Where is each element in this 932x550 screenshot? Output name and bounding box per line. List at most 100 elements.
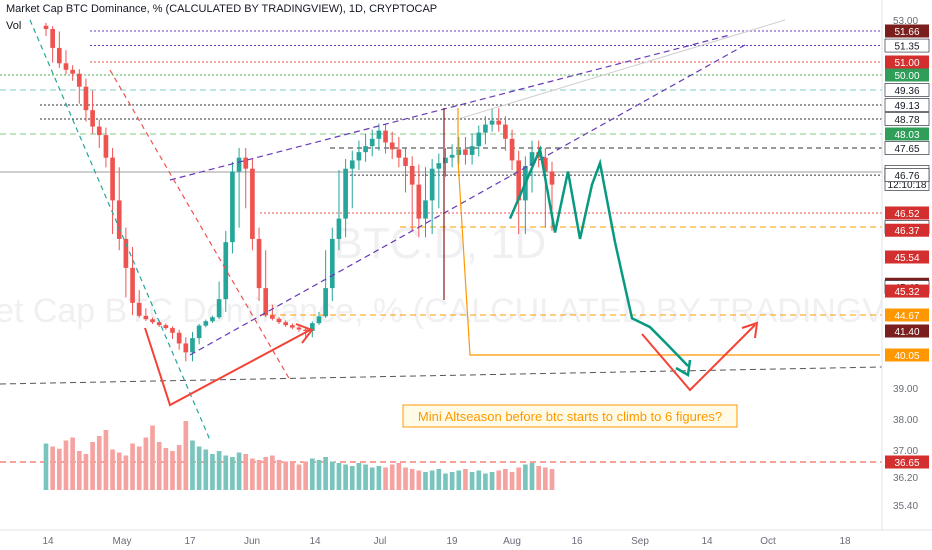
volume-bar bbox=[63, 440, 69, 490]
volume-bar bbox=[170, 451, 175, 490]
volume-bar bbox=[309, 458, 315, 490]
time-axis-bg bbox=[0, 530, 932, 550]
volume-bar bbox=[369, 467, 375, 490]
candle-body bbox=[309, 323, 315, 331]
y-tick-label: 38.00 bbox=[893, 415, 918, 426]
candle-body bbox=[290, 325, 295, 328]
candle-body bbox=[270, 315, 275, 319]
volume-bar bbox=[403, 467, 408, 490]
volume-bar bbox=[176, 445, 182, 490]
volume-bar bbox=[296, 464, 302, 490]
volume-bar bbox=[483, 473, 488, 490]
svg-text:12:10:18: 12:10:18 bbox=[888, 180, 927, 191]
svg-text:48.03: 48.03 bbox=[894, 130, 919, 141]
price-label-45.32: 45.32 bbox=[885, 284, 929, 298]
volume-bar bbox=[316, 460, 322, 490]
candle-body bbox=[403, 157, 408, 166]
volume-bar bbox=[336, 463, 342, 490]
volume-bar bbox=[196, 446, 202, 490]
volume-bar bbox=[349, 466, 355, 490]
x-tick-label: May bbox=[113, 536, 132, 547]
candle-body bbox=[396, 149, 402, 158]
candle-body bbox=[263, 288, 269, 316]
watermark-symbol: BTC.D, 1D bbox=[334, 219, 547, 268]
x-tick-label: 17 bbox=[184, 536, 196, 547]
red-arrow-left bbox=[144, 327, 311, 407]
x-tick-label: Aug bbox=[503, 536, 521, 547]
volume-bar bbox=[423, 472, 428, 490]
volume-bar bbox=[536, 466, 542, 490]
candle-body bbox=[496, 120, 502, 125]
annotation-callout: Mini Altseason before btc starts to clim… bbox=[402, 404, 738, 428]
candle-body bbox=[423, 200, 428, 219]
volume-bar bbox=[283, 461, 289, 490]
candle-body bbox=[130, 267, 135, 303]
x-tick-label: Sep bbox=[631, 536, 649, 547]
volume-bar bbox=[376, 466, 382, 490]
candle-body bbox=[296, 327, 302, 330]
candle-body bbox=[56, 47, 62, 64]
price-label-51.00: 51.00 bbox=[885, 55, 929, 69]
candle-body bbox=[469, 146, 475, 155]
candle-body bbox=[443, 157, 448, 164]
price-label-46.76: 46.76 bbox=[884, 168, 930, 182]
candle-body bbox=[376, 130, 382, 139]
candle-body bbox=[316, 316, 322, 324]
price-label-45.54: 45.54 bbox=[885, 250, 929, 264]
volume-bar bbox=[76, 451, 82, 490]
red-arrowhead-right bbox=[741, 321, 759, 339]
candle-body bbox=[50, 29, 55, 48]
x-tick-label: 18 bbox=[839, 536, 851, 547]
candle-body bbox=[429, 168, 435, 201]
candle-body bbox=[549, 171, 555, 185]
price-label-50.00: 50.00 bbox=[885, 68, 929, 82]
svg-text:40.05: 40.05 bbox=[894, 351, 919, 362]
price-label-48.03: 48.03 bbox=[885, 127, 929, 141]
volume-bar bbox=[443, 473, 448, 490]
volume-bar bbox=[363, 464, 368, 490]
price-label-36.65: 36.65 bbox=[885, 455, 929, 469]
x-tick-label: Oct bbox=[760, 536, 776, 547]
svg-text:51.66: 51.66 bbox=[894, 27, 919, 38]
volume-bar bbox=[516, 467, 522, 490]
y-tick-label: 36.20 bbox=[893, 473, 918, 484]
volume-bar bbox=[83, 454, 89, 490]
svg-text:46.37: 46.37 bbox=[894, 226, 919, 237]
volume-bar bbox=[270, 455, 275, 490]
candle-body bbox=[196, 325, 202, 339]
volume-bar bbox=[456, 470, 462, 490]
candle-body bbox=[116, 200, 122, 239]
candle-body bbox=[256, 238, 262, 289]
candle-body bbox=[343, 168, 348, 219]
volume-bar bbox=[163, 448, 169, 490]
price-label-46.37: 46.37 bbox=[885, 223, 929, 237]
candle-body bbox=[123, 238, 129, 268]
price-label-47.65: 47.65 bbox=[884, 141, 930, 155]
svg-text:49.13: 49.13 bbox=[894, 101, 919, 112]
volume-bar bbox=[243, 454, 249, 490]
candle-body bbox=[190, 338, 195, 353]
volume-bar bbox=[123, 455, 129, 490]
volume-bar bbox=[449, 472, 455, 490]
candle-body bbox=[276, 318, 282, 323]
volume-bar bbox=[116, 452, 122, 490]
candle-body bbox=[176, 332, 182, 344]
candle-body bbox=[529, 152, 535, 166]
candle-body bbox=[163, 325, 169, 329]
candle-body bbox=[516, 160, 522, 201]
volume-bar bbox=[183, 421, 189, 490]
candle-body bbox=[236, 157, 242, 172]
candle-body bbox=[483, 124, 488, 133]
volume-indicator-label[interactable]: Vol bbox=[6, 20, 22, 32]
candle-body bbox=[143, 315, 149, 320]
candle-body bbox=[210, 317, 215, 322]
y-tick-label: 35.40 bbox=[893, 501, 918, 512]
candle-body bbox=[63, 63, 69, 70]
x-tick-label: 14 bbox=[701, 536, 713, 547]
svg-text:44.67: 44.67 bbox=[894, 311, 919, 322]
channel-upper-line bbox=[169, 34, 731, 181]
price-label-48.78: 48.78 bbox=[884, 112, 930, 126]
candle-body bbox=[250, 168, 255, 239]
svg-text:46.52: 46.52 bbox=[894, 209, 919, 220]
